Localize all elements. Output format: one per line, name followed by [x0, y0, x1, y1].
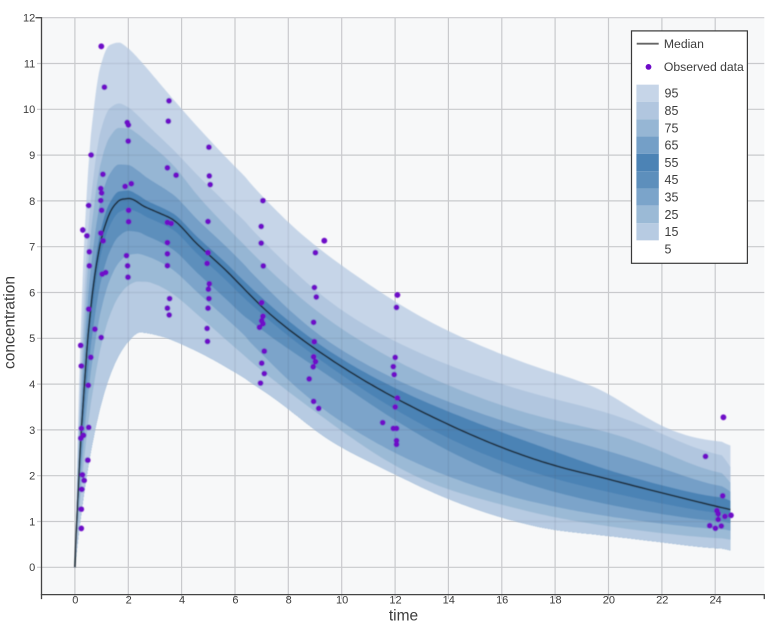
- svg-text:55: 55: [665, 156, 679, 170]
- svg-text:65: 65: [665, 139, 679, 153]
- svg-text:10: 10: [336, 595, 348, 607]
- svg-text:8: 8: [29, 196, 35, 208]
- svg-text:45: 45: [665, 173, 679, 187]
- svg-text:95: 95: [665, 87, 679, 101]
- svg-text:11: 11: [24, 58, 35, 70]
- svg-text:85: 85: [665, 104, 679, 118]
- svg-text:18: 18: [549, 595, 561, 607]
- svg-text:4: 4: [29, 379, 35, 391]
- svg-text:0: 0: [29, 562, 35, 574]
- svg-text:12: 12: [389, 595, 401, 607]
- svg-text:10: 10: [23, 104, 35, 116]
- svg-text:2: 2: [29, 471, 35, 483]
- svg-text:2: 2: [126, 595, 132, 607]
- svg-text:time: time: [389, 607, 418, 624]
- svg-text:0: 0: [72, 595, 78, 607]
- svg-text:6: 6: [29, 287, 35, 299]
- svg-text:Median: Median: [664, 37, 704, 51]
- svg-text:7: 7: [29, 242, 35, 254]
- svg-text:25: 25: [665, 208, 679, 222]
- svg-text:16: 16: [496, 595, 508, 607]
- svg-text:14: 14: [443, 595, 455, 607]
- svg-text:1: 1: [29, 516, 35, 528]
- svg-text:4: 4: [179, 595, 185, 607]
- svg-text:concentration: concentration: [2, 276, 19, 369]
- svg-text:8: 8: [286, 595, 292, 607]
- svg-text:3: 3: [29, 425, 35, 437]
- svg-text:6: 6: [232, 595, 238, 607]
- svg-text:22: 22: [656, 595, 668, 607]
- svg-text:Observed data: Observed data: [664, 60, 744, 74]
- svg-text:20: 20: [603, 595, 615, 607]
- svg-text:9: 9: [29, 150, 35, 162]
- svg-text:15: 15: [665, 225, 679, 239]
- svg-text:24: 24: [709, 595, 721, 607]
- svg-text:35: 35: [665, 191, 679, 205]
- svg-text:75: 75: [665, 121, 679, 135]
- svg-text:5: 5: [665, 242, 672, 256]
- svg-text:5: 5: [29, 333, 35, 345]
- svg-text:12: 12: [23, 13, 35, 25]
